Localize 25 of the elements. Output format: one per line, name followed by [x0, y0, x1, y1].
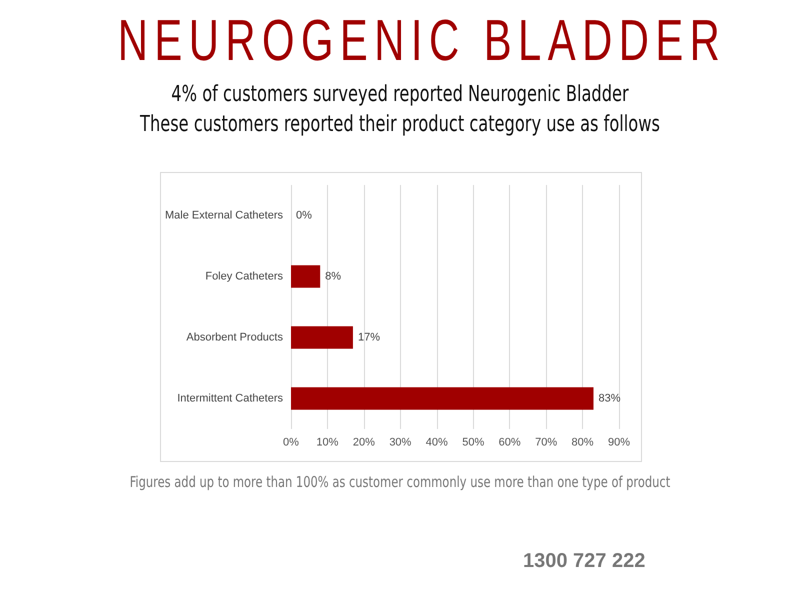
- data-label: 17%: [358, 332, 380, 344]
- x-tick-label: 30%: [389, 436, 412, 448]
- x-tick-label: 20%: [352, 436, 376, 448]
- x-tick-label: 0%: [283, 436, 300, 448]
- bar: [291, 387, 594, 410]
- y-tick-label: Male External Catheters: [165, 210, 284, 222]
- bar: [291, 265, 320, 288]
- x-tick-label: 80%: [572, 436, 594, 448]
- text: 1300 727 222: [523, 550, 646, 573]
- chart-title: NEUROGENIC BLADDER: [118, 8, 726, 74]
- y-tick-label: Absorbent Products: [186, 332, 284, 344]
- x-tick-label: 50%: [462, 436, 484, 448]
- x-tick-label: 40%: [426, 436, 448, 448]
- bar: [291, 326, 353, 349]
- y-tick-label: Foley Catheters: [205, 270, 284, 282]
- data-label: 0%: [296, 210, 312, 222]
- y-tick-label: Intermittent Catheters: [177, 392, 284, 404]
- x-tick-label: 90%: [608, 436, 630, 448]
- data-label: 83%: [598, 392, 621, 404]
- data-label: 8%: [325, 270, 342, 282]
- chart-subtitle: 4% of customers surveyed reported Neurogenic Bladder These customers reported their product category use as follows: [139, 81, 661, 139]
- x-tick-label: 10%: [316, 436, 339, 448]
- x-tick-label: 70%: [535, 436, 558, 448]
- text: Figures add up to more than 100% as customer commonly use more than one type of product: [128, 473, 672, 491]
- x-tick-label: 60%: [498, 436, 521, 448]
